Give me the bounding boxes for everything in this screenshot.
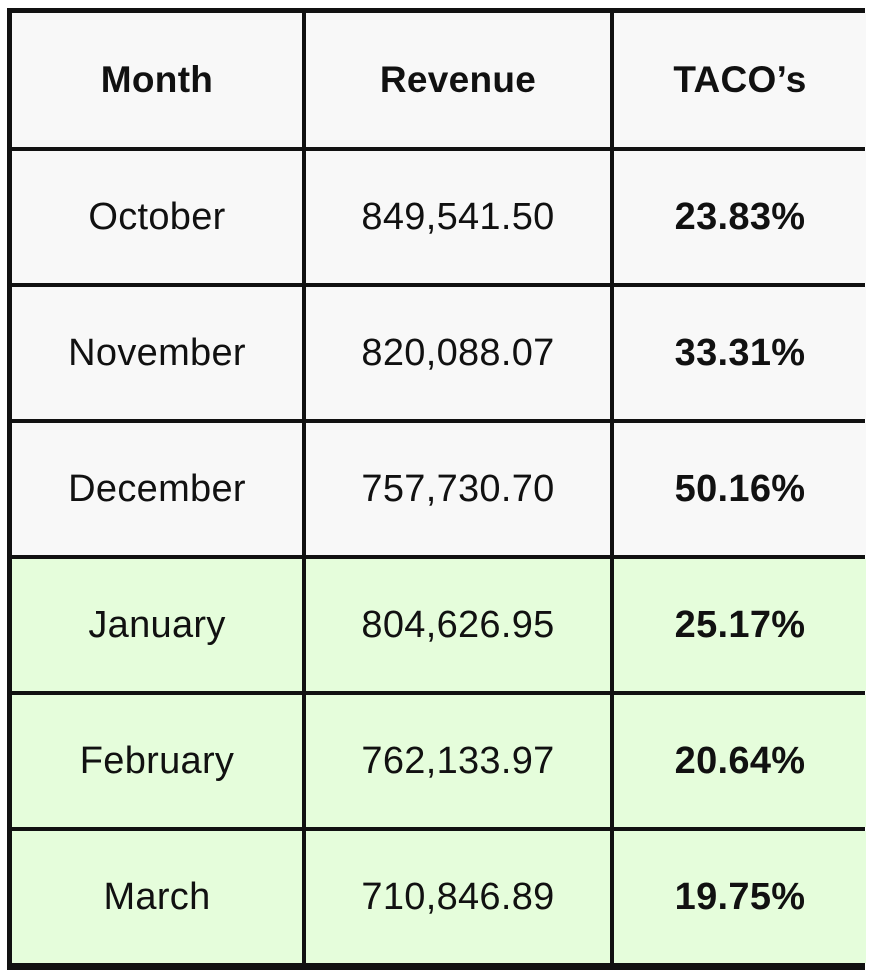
taco-cell: 23.83% xyxy=(614,151,866,283)
revenue-cell: 757,730.70 xyxy=(306,423,610,555)
month-cell: October xyxy=(12,151,302,283)
taco-cell: 19.75% xyxy=(614,831,866,963)
taco-cell: 20.64% xyxy=(614,695,866,827)
revenue-cell: 762,133.97 xyxy=(306,695,610,827)
revenue-taco-table: Month Revenue TACO’s October 849,541.50 … xyxy=(7,8,866,970)
revenue-cell: 820,088.07 xyxy=(306,287,610,419)
column-header-revenue: Revenue xyxy=(306,13,610,147)
column-header-tacos: TACO’s xyxy=(614,13,866,147)
month-cell: February xyxy=(12,695,302,827)
revenue-cell: 804,626.95 xyxy=(306,559,610,691)
month-cell: January xyxy=(12,559,302,691)
taco-cell: 33.31% xyxy=(614,287,866,419)
revenue-cell: 710,846.89 xyxy=(306,831,610,963)
taco-cell: 25.17% xyxy=(614,559,866,691)
month-cell: December xyxy=(12,423,302,555)
revenue-cell: 849,541.50 xyxy=(306,151,610,283)
column-header-month: Month xyxy=(12,13,302,147)
month-cell: March xyxy=(12,831,302,963)
taco-cell: 50.16% xyxy=(614,423,866,555)
month-cell: November xyxy=(12,287,302,419)
